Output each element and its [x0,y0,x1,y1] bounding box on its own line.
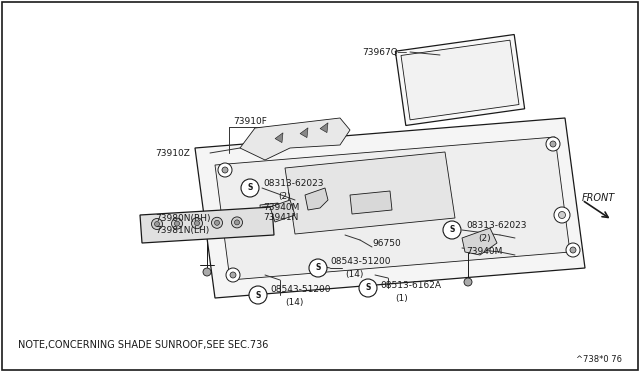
Polygon shape [462,228,497,255]
Text: S: S [255,291,260,299]
Circle shape [203,268,211,276]
Circle shape [546,137,560,151]
Text: (2): (2) [278,192,291,201]
Circle shape [218,163,232,177]
Text: S: S [247,183,253,192]
Text: 73981N(LH): 73981N(LH) [155,225,209,234]
Text: S: S [316,263,321,273]
Circle shape [309,259,327,277]
Circle shape [559,212,566,218]
Polygon shape [260,203,279,220]
Text: 08313-62023: 08313-62023 [466,221,527,231]
Circle shape [241,179,259,197]
Text: S: S [449,225,454,234]
Text: 73940M: 73940M [466,247,502,257]
Text: (2): (2) [478,234,491,243]
Circle shape [172,218,182,229]
Circle shape [226,268,240,282]
Circle shape [232,217,243,228]
Text: 96750: 96750 [372,240,401,248]
Polygon shape [195,118,585,298]
Text: 73967Q―: 73967Q― [362,48,407,57]
Circle shape [249,286,267,304]
Polygon shape [140,207,274,243]
Text: 08543-51200: 08543-51200 [270,285,330,295]
Polygon shape [285,152,455,234]
Circle shape [566,243,580,257]
Polygon shape [350,191,392,214]
Circle shape [359,279,377,297]
Text: 08543-51200: 08543-51200 [330,257,390,266]
Text: ^738*0 76: ^738*0 76 [576,356,622,365]
Polygon shape [240,118,350,160]
Polygon shape [270,200,295,222]
Circle shape [554,207,570,223]
Text: 73910Z: 73910Z [155,148,190,157]
Circle shape [175,221,179,226]
Polygon shape [215,137,570,280]
Text: (14): (14) [285,298,303,308]
Text: 73940M: 73940M [263,202,300,212]
Circle shape [154,221,159,227]
Polygon shape [401,40,519,120]
Text: NOTE,CONCERNING SHADE SUNROOF,SEE SEC.736: NOTE,CONCERNING SHADE SUNROOF,SEE SEC.73… [18,340,268,350]
Polygon shape [320,123,328,132]
Polygon shape [275,133,283,142]
Text: S: S [365,283,371,292]
Circle shape [464,278,472,286]
Text: (14): (14) [345,270,364,279]
Polygon shape [396,35,525,125]
Text: FRONT: FRONT [582,193,615,203]
Polygon shape [305,188,328,210]
Circle shape [230,272,236,278]
Circle shape [443,221,461,239]
Circle shape [191,218,202,229]
Circle shape [222,167,228,173]
Text: 08313-62023: 08313-62023 [263,180,323,189]
Circle shape [211,217,223,228]
Text: 73980N(RH): 73980N(RH) [155,214,211,222]
Text: 73910F: 73910F [233,118,267,126]
Polygon shape [300,128,308,138]
Text: 08513-6162A: 08513-6162A [380,280,441,289]
Text: (1): (1) [395,294,408,302]
Circle shape [550,141,556,147]
Circle shape [195,221,200,226]
Circle shape [570,247,576,253]
Text: 73941N: 73941N [263,214,298,222]
Circle shape [234,220,239,225]
Circle shape [152,218,163,230]
Circle shape [214,220,220,225]
